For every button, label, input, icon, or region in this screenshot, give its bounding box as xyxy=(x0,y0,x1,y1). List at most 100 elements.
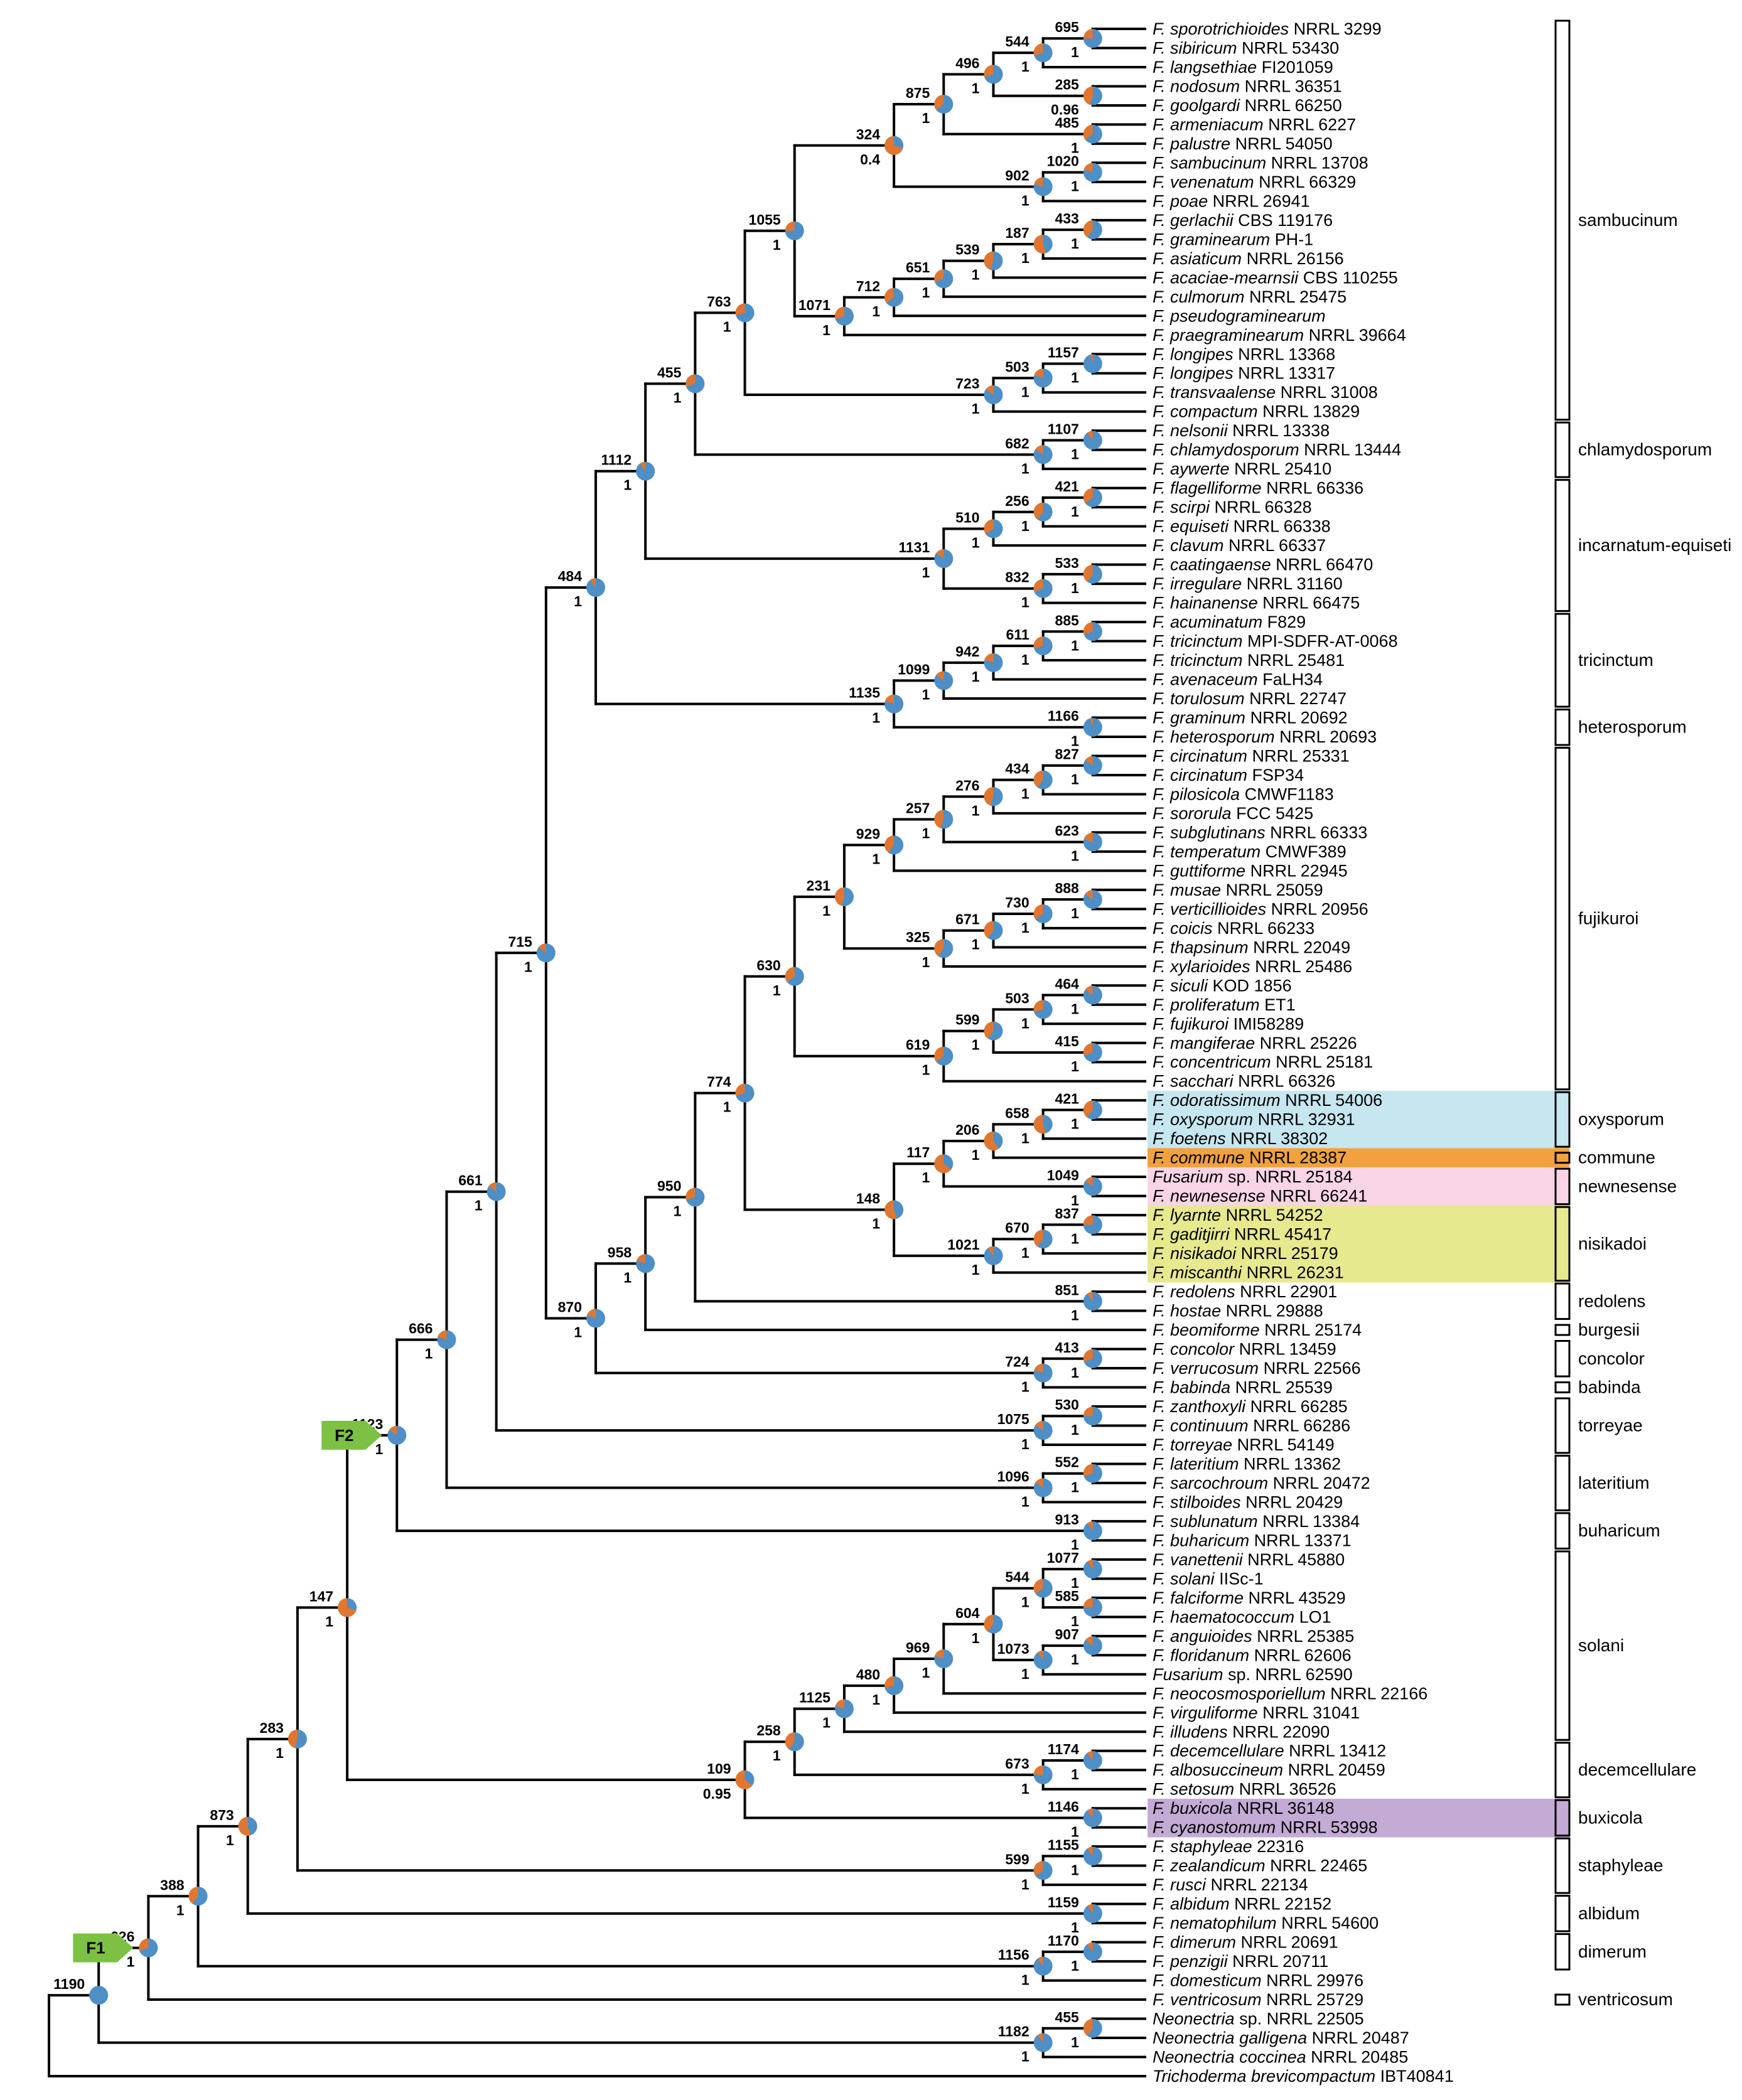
clade-label: nisikadoi xyxy=(1578,1234,1647,1253)
support-above: 258 xyxy=(756,1722,781,1738)
taxon-label: F. virguliforme NRRL 31041 xyxy=(1153,1703,1360,1722)
support-above: 539 xyxy=(955,242,979,258)
support-pie-orange xyxy=(1085,890,1093,900)
support-below: 1 xyxy=(972,534,980,550)
support-pie-orange xyxy=(934,939,944,956)
support-above: 1073 xyxy=(997,1641,1029,1657)
taxon-label: Neonectria galligena NRRL 20487 xyxy=(1153,2028,1409,2047)
support-above: 888 xyxy=(1055,880,1079,896)
support-below: 1 xyxy=(1021,518,1030,534)
support-below: 0.4 xyxy=(860,151,880,168)
support-above: 763 xyxy=(707,293,731,309)
support-below: 1 xyxy=(972,267,980,283)
support-above: 1055 xyxy=(749,212,781,228)
support-below: 1 xyxy=(1071,1766,1079,1782)
highlight-band-buxicola xyxy=(1148,1798,1569,1819)
taxon-label: F. floridanum NRRL 62606 xyxy=(1153,1646,1352,1664)
highlight-band-buxicola xyxy=(1148,1818,1569,1838)
support-above: 1077 xyxy=(1047,1550,1079,1566)
support-pie-orange xyxy=(934,1046,944,1062)
clade-label: ventricosum xyxy=(1578,1990,1673,2009)
support-above: 510 xyxy=(955,509,979,525)
support-above: 283 xyxy=(260,1720,284,1736)
support-above: 585 xyxy=(1055,1588,1079,1604)
support-below: 1 xyxy=(872,303,880,319)
support-below: 1 xyxy=(723,1099,731,1115)
support-pie-orange xyxy=(1083,1215,1093,1225)
support-above: 503 xyxy=(1005,990,1029,1006)
support-above: 1131 xyxy=(898,539,930,555)
support-pie-orange xyxy=(586,1309,596,1319)
highlight-bands xyxy=(1148,1090,1569,1838)
support-above: 599 xyxy=(1005,1851,1029,1867)
clade-label: babinda xyxy=(1578,1378,1641,1397)
support-pie-orange xyxy=(1033,1765,1043,1775)
support-pie-orange xyxy=(1083,86,1093,105)
support-below: 1 xyxy=(1071,1575,1079,1591)
clade-bracket xyxy=(1554,746,1571,1091)
support-pie-orange xyxy=(984,251,994,270)
support-above: 388 xyxy=(160,1877,185,1893)
support-below: 1 xyxy=(872,710,880,726)
support-above: 673 xyxy=(1005,1755,1029,1772)
taxon-label: F. scirpi NRRL 66328 xyxy=(1153,498,1312,517)
taxon-label: F. subglutinans NRRL 66333 xyxy=(1153,823,1367,842)
support-below: 0.95 xyxy=(703,1786,731,1802)
support-below: 1 xyxy=(773,237,781,253)
support-above: 942 xyxy=(955,643,979,660)
clade-bracket xyxy=(1554,1340,1571,1378)
taxon-label: F. caatingaense NRRL 66470 xyxy=(1153,555,1373,574)
support-below: 1 xyxy=(425,1346,433,1362)
support-below: 1 xyxy=(972,400,980,417)
highlight-band-nisikadoi xyxy=(1148,1205,1569,1225)
support-above: 907 xyxy=(1055,1626,1078,1642)
support-pie-orange xyxy=(1083,1406,1093,1417)
support-above: 661 xyxy=(458,1172,483,1189)
support-below: 1 xyxy=(1071,44,1079,60)
support-below: 1 xyxy=(1021,1494,1030,1510)
support-below: 1 xyxy=(226,1832,234,1848)
taxon-label: F. hainanense NRRL 66475 xyxy=(1153,594,1360,613)
clade-bracket xyxy=(1554,1206,1571,1282)
support-below: 1 xyxy=(922,825,930,841)
taxon-label: F. lateritium NRRL 13362 xyxy=(1153,1454,1341,1473)
support-pie-orange xyxy=(884,694,895,704)
support-pie-orange xyxy=(1037,2033,1043,2043)
support-pie-orange xyxy=(636,1254,646,1264)
support-above: 1190 xyxy=(53,1976,85,1992)
support-above: 723 xyxy=(955,375,979,392)
support-below: 1 xyxy=(773,1747,781,1764)
support-above: 485 xyxy=(1055,115,1079,131)
support-below: 1 xyxy=(1021,58,1030,75)
support-below: 1 xyxy=(972,1147,980,1163)
support-pie-orange xyxy=(1087,1292,1093,1302)
clade-label: tricinctum xyxy=(1578,650,1653,670)
support-pie-orange xyxy=(1083,2018,1093,2036)
support-above: 682 xyxy=(1005,435,1029,451)
support-pie-orange xyxy=(986,385,994,395)
taxon-label: F. xylarioides NRRL 25486 xyxy=(1153,957,1352,976)
support-above: 530 xyxy=(1055,1396,1078,1413)
highlight-band-newnesense xyxy=(1148,1167,1569,1187)
support-pie-orange xyxy=(785,221,795,231)
taxon-label: F. flagelliforme NRRL 66336 xyxy=(1153,479,1363,498)
support-below: 1 xyxy=(1071,1422,1079,1438)
support-above: 433 xyxy=(1055,210,1078,227)
taxon-label: F. torreyae NRRL 54149 xyxy=(1153,1435,1335,1454)
clade-label: solani xyxy=(1578,1636,1624,1655)
support-above: 533 xyxy=(1055,555,1078,571)
support-pie-orange xyxy=(984,653,994,663)
taxon-label: F. setosum NRRL 36526 xyxy=(1153,1780,1336,1799)
support-above: 206 xyxy=(955,1122,979,1138)
support-pie-orange xyxy=(984,787,994,806)
support-pie-orange xyxy=(1090,717,1093,727)
support-above: 503 xyxy=(1005,358,1029,375)
support-below: 1 xyxy=(1071,1613,1079,1629)
support-pie-orange xyxy=(1087,1521,1093,1531)
support-pie-orange xyxy=(1035,445,1043,455)
support-pie-orange xyxy=(188,1887,198,1904)
taxon-label: F. buharicum NRRL 13371 xyxy=(1153,1531,1352,1550)
support-below: 1 xyxy=(1071,2034,1079,2050)
